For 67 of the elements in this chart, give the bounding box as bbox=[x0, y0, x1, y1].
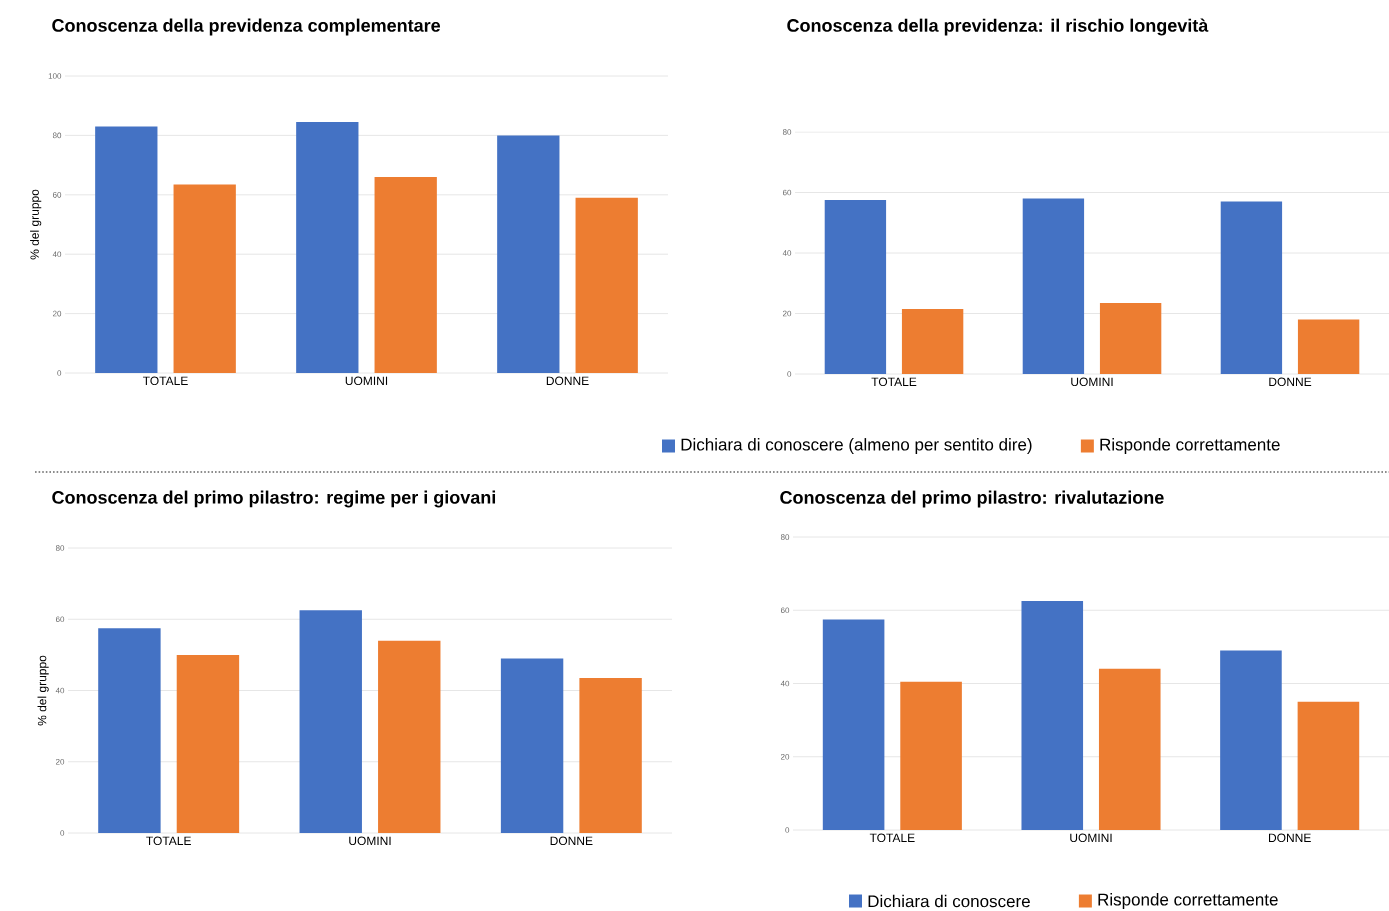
bar bbox=[95, 126, 158, 374]
bar bbox=[1098, 668, 1161, 831]
x-tick-label: UOMINI bbox=[349, 836, 391, 846]
legend-label: Risponde correttamente bbox=[1100, 438, 1280, 454]
bar bbox=[497, 135, 560, 374]
y-tick-label: 0 bbox=[785, 827, 790, 833]
bar bbox=[824, 200, 887, 375]
y-tick-label: 40 bbox=[55, 687, 65, 694]
y-tick-label: 80 bbox=[780, 534, 790, 540]
legend-label: Dichiara di conoscere bbox=[868, 894, 1030, 908]
y-tick-label: 100 bbox=[48, 73, 62, 79]
bar bbox=[98, 628, 161, 834]
y-tick-label: 20 bbox=[780, 753, 790, 760]
bar bbox=[1297, 701, 1360, 831]
y-tick-label: 40 bbox=[52, 251, 62, 258]
y-tick-label: 60 bbox=[55, 616, 65, 623]
y-tick-label: 40 bbox=[782, 250, 792, 256]
legend-label: Dichiara di conoscere (almeno per sentito dire) bbox=[681, 438, 1032, 454]
bar bbox=[1220, 650, 1282, 831]
x-tick-label: TOTALE bbox=[146, 836, 191, 846]
y-tick-label: 0 bbox=[60, 830, 65, 836]
y-tick-label: 40 bbox=[780, 680, 790, 687]
y-axis-title: % del gruppo bbox=[37, 655, 49, 726]
chart-title: Conoscenza del primo pilastro: regime per i giovani bbox=[52, 490, 496, 508]
y-tick-label: 0 bbox=[787, 371, 792, 377]
bar bbox=[900, 681, 962, 831]
bar bbox=[296, 122, 359, 374]
y-tick-label: 20 bbox=[52, 310, 62, 317]
bar bbox=[176, 654, 240, 834]
x-tick-label: DONNE bbox=[1269, 377, 1312, 387]
x-tick-label: DONNE bbox=[546, 376, 589, 386]
y-tick-label: 80 bbox=[52, 132, 62, 139]
y-tick-label: 20 bbox=[55, 758, 65, 765]
chart-title: Conoscenza del primo pilastro: rivalutazione bbox=[780, 490, 1164, 508]
bar bbox=[901, 308, 964, 375]
bar bbox=[575, 197, 638, 374]
y-tick-label: 80 bbox=[55, 545, 65, 551]
x-tick-label: UOMINI bbox=[345, 376, 388, 386]
y-tick-label: 60 bbox=[52, 191, 62, 198]
bar bbox=[822, 619, 885, 831]
bar bbox=[1099, 302, 1162, 375]
y-tick-label: 0 bbox=[57, 370, 62, 376]
x-tick-label: TOTALE bbox=[871, 377, 917, 387]
bar bbox=[173, 184, 236, 374]
bar bbox=[1021, 601, 1084, 831]
chart-title: Conoscenza della previdenza complementare bbox=[52, 18, 441, 36]
x-tick-label: UOMINI bbox=[1071, 377, 1113, 387]
chart-title: Conoscenza della previdenza: il rischio longevità bbox=[787, 18, 1209, 36]
bar bbox=[374, 176, 437, 374]
y-tick-label: 20 bbox=[782, 310, 792, 317]
bar bbox=[299, 610, 362, 834]
y-tick-label: 80 bbox=[782, 129, 792, 135]
x-tick-label: UOMINI bbox=[1070, 833, 1112, 843]
bar bbox=[1220, 201, 1283, 375]
x-tick-label: DONNE bbox=[1269, 833, 1311, 843]
x-tick-label: TOTALE bbox=[142, 376, 188, 386]
bar bbox=[378, 640, 441, 834]
bar bbox=[579, 678, 642, 834]
y-tick-label: 60 bbox=[780, 607, 790, 614]
bar bbox=[500, 658, 564, 834]
legend-label: Risponde correttamente bbox=[1098, 893, 1278, 909]
bar bbox=[1022, 198, 1085, 375]
y-axis-title: % del gruppo bbox=[30, 189, 42, 260]
y-tick-label: 60 bbox=[782, 189, 792, 196]
bar bbox=[1297, 319, 1360, 375]
x-tick-label: DONNE bbox=[550, 836, 593, 846]
x-tick-label: TOTALE bbox=[869, 833, 915, 843]
